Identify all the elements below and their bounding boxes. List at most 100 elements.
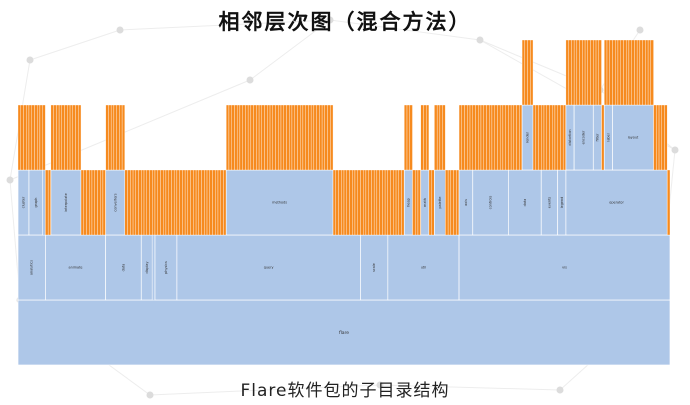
leaf-cell [445,169,449,236]
leaf-cell [50,104,54,171]
leaf-cell [423,104,427,171]
leaf-cell [31,104,35,171]
leaf-cell [472,104,476,171]
leaf-cell [431,169,435,236]
leaf-cell [538,104,542,171]
leaf-cell [250,104,254,171]
leaf-cell [56,104,60,171]
leaf-cell [47,169,52,236]
cell-label-filter: filter [595,133,599,141]
leaf-cell [363,169,367,236]
leaf-cell [527,39,531,106]
leaf-cell [434,104,438,171]
leaf-cell [91,169,95,236]
leaf-cell [97,169,101,236]
leaf-cell [453,169,457,236]
leaf-cell [625,39,630,106]
leaf-cell [110,104,115,171]
leaf-cell [341,169,345,236]
leaf-cell [387,169,391,236]
leaf-cell [23,104,27,171]
node-cell [612,104,654,171]
leaf-cell [521,39,525,106]
leaf-cell [160,169,164,236]
leaf-cell [428,169,432,236]
background-node [636,26,644,34]
leaf-cell [409,104,413,171]
leaf-cell [264,104,268,171]
slide-caption: Flare软件包的子目录结构 [240,381,450,401]
leaf-cell [138,169,142,236]
cell-label-label: label [606,133,610,141]
node-cell [176,234,361,301]
leaf-cell [143,169,147,236]
cell-label-query: query [264,266,274,270]
leaf-cell [565,39,569,106]
leaf-cell [360,169,364,236]
cell-label-encoder: encoder [582,130,586,144]
leaf-cell [552,104,556,171]
leaf-cell [327,104,331,171]
leaf-cell [604,39,608,106]
leaf-cell [195,169,199,236]
leaf-cell [94,169,98,236]
leaf-cell [497,104,501,171]
leaf-cell [483,104,487,171]
cell-label-graph: graph [34,198,38,208]
leaf-cell [398,169,402,236]
leaf-cell [639,39,643,106]
leaf-cell [316,104,320,171]
background-line [29,29,121,61]
node-cell [508,169,542,236]
leaf-cell [239,104,243,171]
leaf-cell [549,104,553,171]
leaf-cell [620,39,624,106]
leaf-cell [631,39,635,106]
leaf-cell [157,169,161,236]
leaf-cell [417,169,421,236]
leaf-cell [606,39,610,106]
node-cell [565,169,668,236]
leaf-cell [173,169,178,236]
leaf-cell [384,169,389,236]
leaf-cell [17,104,21,171]
cell-label-methods: methods [272,201,287,205]
leaf-cell [267,104,271,171]
leaf-cell [135,169,139,236]
leaf-cell [450,169,454,236]
leaf-cell [335,169,339,236]
node-cell [152,234,156,301]
leaf-cell [80,169,84,236]
background-line [329,19,481,41]
leaf-cell [75,104,79,171]
leaf-cell [132,169,136,236]
leaf-cell [442,104,446,171]
leaf-cell [338,169,342,236]
leaf-cell [330,104,334,171]
leaf-cell [562,104,567,171]
leaf-cell [310,104,315,171]
leaf-cell [439,104,443,171]
leaf-cell [89,169,93,236]
leaf-cell [198,169,202,236]
leaf-cell [647,39,651,106]
leaf-cell [308,104,312,171]
leaf-cell [234,104,238,171]
leaf-cell [165,169,169,236]
background-line [9,79,251,181]
leaf-cell [426,104,430,171]
leaf-cell [61,104,65,171]
background-node [671,146,679,154]
background-node [146,391,154,399]
leaf-cell [269,104,273,171]
leaf-cell [486,104,490,171]
leaf-cell [376,169,380,236]
leaf-cell [516,104,520,171]
cell-label-axis: axis [464,199,468,206]
leaf-cell [480,104,484,171]
leaf-cell [305,104,309,171]
leaf-cell [395,169,399,236]
leaf-cell [26,104,30,171]
background-node [376,381,384,389]
leaf-cell [204,169,208,236]
